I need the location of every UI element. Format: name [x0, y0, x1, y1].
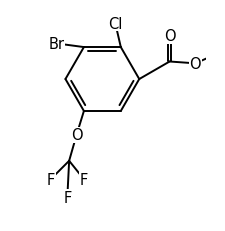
Text: Br: Br [48, 37, 64, 52]
Text: F: F [47, 172, 55, 187]
Text: O: O [164, 29, 176, 44]
Text: O: O [190, 57, 201, 72]
Text: F: F [63, 190, 71, 205]
Text: O: O [71, 128, 82, 143]
Text: F: F [80, 172, 88, 187]
Text: Cl: Cl [108, 16, 122, 31]
